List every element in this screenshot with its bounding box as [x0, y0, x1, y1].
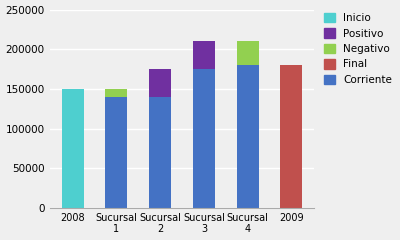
Bar	[106, 89, 127, 97]
Bar	[106, 97, 127, 208]
Legend: Inicio, Positivo, Negativo, Final, Corriente: Inicio, Positivo, Negativo, Final, Corri…	[322, 11, 394, 87]
Bar	[237, 65, 258, 208]
Bar	[149, 97, 171, 208]
Bar	[237, 41, 258, 65]
Bar	[149, 69, 171, 97]
Bar	[193, 41, 215, 69]
Bar	[280, 65, 302, 208]
Bar	[62, 89, 84, 208]
Bar	[193, 69, 215, 208]
